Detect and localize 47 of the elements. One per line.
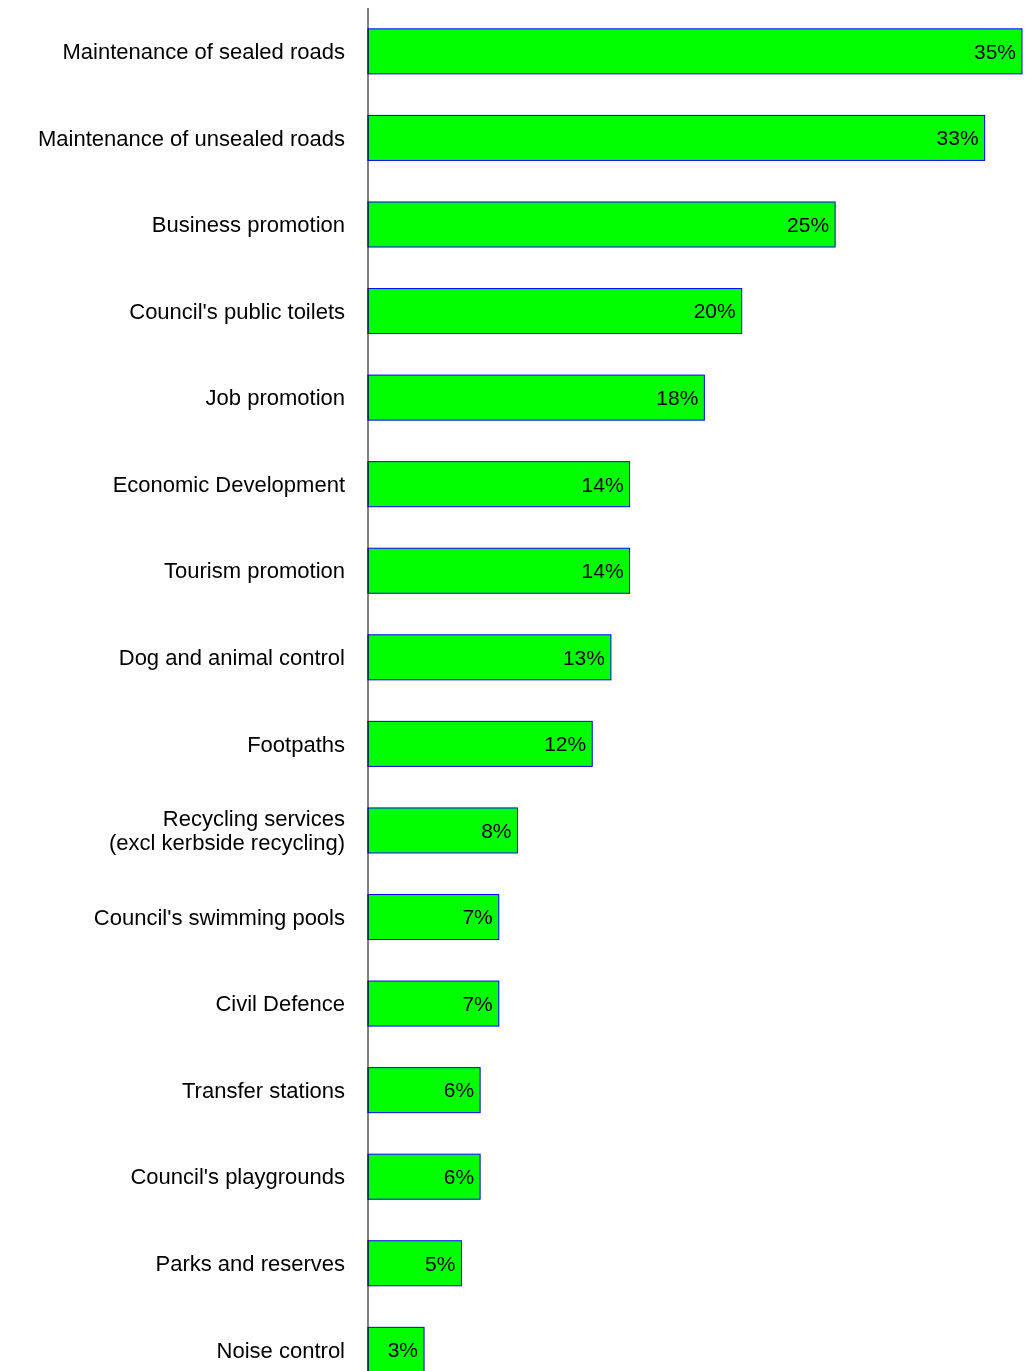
bar [367, 201, 836, 248]
y-tick-label: Civil Defence [215, 991, 345, 1017]
data-label: 14% [581, 472, 624, 496]
data-label: 5% [425, 1251, 456, 1275]
y-tick-label: Job promotion [205, 385, 345, 411]
y-tick-label: Maintenance of sealed roads [62, 39, 345, 65]
data-label: 7% [462, 991, 493, 1015]
data-label: 7% [462, 905, 493, 929]
data-label: 6% [443, 1078, 475, 1102]
data-label: 13% [562, 645, 605, 669]
bar [367, 288, 743, 335]
data-label: 12% [544, 732, 587, 756]
y-tick-label: Economic Development [112, 471, 345, 497]
data-label: 18% [656, 385, 699, 409]
y-tick-label: Recycling services (excl kerbside recycling) [109, 806, 345, 856]
data-label: 35% [973, 39, 1016, 63]
y-tick-label: Council's swimming pools [93, 904, 345, 930]
y-tick-label: Parks and reserves [155, 1250, 345, 1276]
data-label: 33% [936, 126, 979, 150]
data-label: 25% [787, 212, 830, 236]
y-tick-label: Council's playgrounds [130, 1164, 345, 1190]
y-tick-label: Council's public toilets [129, 298, 345, 324]
bar [367, 374, 705, 421]
y-tick-label: Transfer stations [181, 1077, 345, 1103]
y-tick-label: Business promotion [151, 212, 345, 238]
y-tick-label: Noise control [216, 1337, 345, 1363]
bar [367, 28, 1023, 75]
data-label: 14% [581, 559, 624, 583]
data-label: 3% [387, 1338, 419, 1362]
y-tick-label: Tourism promotion [164, 558, 345, 584]
bar [367, 114, 986, 161]
bar [367, 720, 593, 767]
bar [367, 1153, 481, 1200]
y-tick-label: Footpaths [247, 731, 345, 757]
bar [367, 1240, 462, 1287]
bar [367, 807, 518, 854]
bar [367, 547, 631, 594]
bar [367, 1067, 481, 1114]
data-label: 8% [481, 818, 512, 842]
y-tick-label: Dog and animal control [118, 645, 345, 671]
bar [367, 894, 500, 941]
data-label: 20% [693, 299, 736, 323]
bar [367, 461, 631, 508]
data-label: 6% [443, 1165, 475, 1189]
bar [367, 634, 612, 681]
bar [367, 980, 500, 1027]
y-tick-label: Maintenance of unsealed roads [38, 125, 345, 151]
